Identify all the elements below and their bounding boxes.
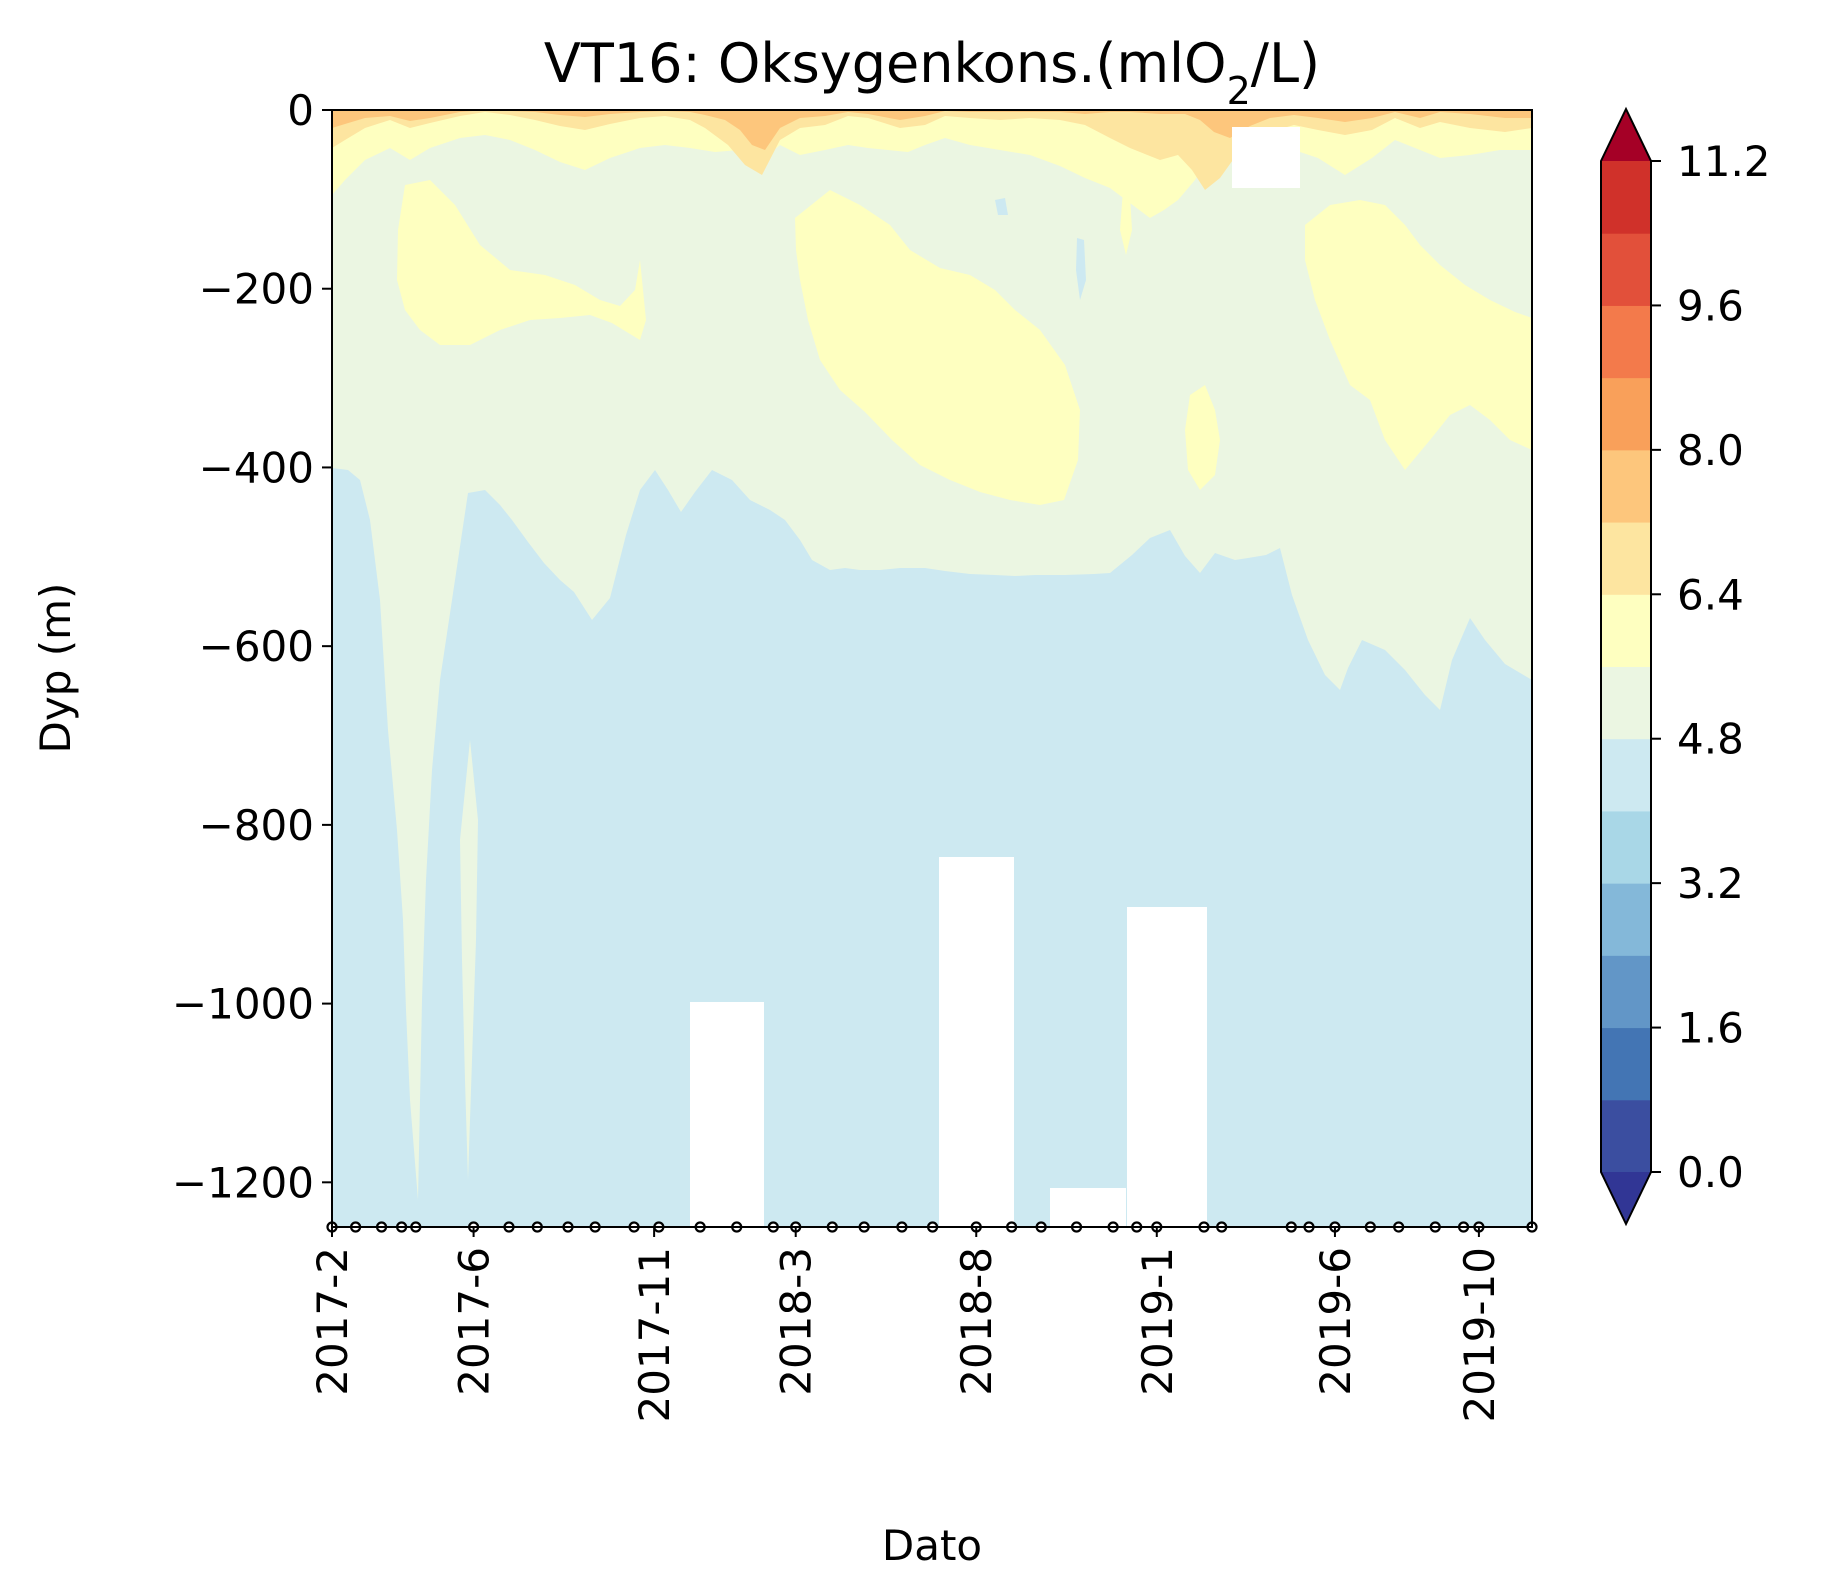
colorbar-segment (1601, 810, 1651, 884)
y-tick-label: −1000 (172, 980, 314, 1029)
y-tick-label: −800 (199, 801, 314, 850)
no-data-gap-b (939, 857, 1014, 1227)
contour-band-5.6-6.4-spot (1120, 190, 1132, 255)
colorbar-tick-label: 0.0 (1677, 1148, 1744, 1197)
contour-filament-4.8-5.6 (460, 740, 478, 1180)
x-tick-label: 2017-11 (630, 1247, 679, 1423)
y-tick-label: −200 (199, 265, 314, 314)
x-tick-label: 2017-2 (308, 1247, 357, 1396)
no-data-gap-d (1127, 907, 1207, 1227)
colorbar-segment (1601, 738, 1651, 812)
colorbar-segment (1601, 522, 1651, 595)
chart-title: VT16: Oksygenkons.(mlO2/L) (544, 32, 1320, 113)
colorbar-extend-min (1601, 1172, 1651, 1224)
contour-spot-4.0-4.8-a (1076, 238, 1086, 300)
colorbar-segment (1601, 233, 1651, 306)
plot-frame (331, 109, 1533, 1228)
y-tick-label: −1200 (172, 1158, 314, 1207)
colorbar-segment (1601, 1099, 1651, 1173)
contour-band-7.2-8.0 (332, 110, 1532, 150)
y-tick-label: −400 (199, 443, 314, 492)
colorbar-tick-label: 3.2 (1677, 859, 1744, 908)
x-tick-label: 2019-6 (1311, 1247, 1360, 1396)
y-tick-label: −600 (199, 622, 314, 671)
x-axis-label: Dato (882, 1521, 982, 1570)
contour-band-5.6-6.4-blob-a (397, 180, 646, 345)
y-tick-label: 0 (287, 86, 314, 135)
colorbar-segment (1601, 955, 1651, 1029)
no-data-gap-surface (1232, 127, 1300, 188)
x-tick-label: 2019-10 (1455, 1247, 1504, 1423)
colorbar-segment (1601, 1027, 1651, 1101)
y-axis-label: Dyp (m) (31, 583, 80, 754)
colorbar-segment (1601, 305, 1651, 379)
colorbar-segment (1601, 377, 1651, 451)
y-axis: 0 −200 −400 −600 −800 −1000 −1200 (172, 86, 332, 1207)
x-tick-label: 2018-8 (952, 1247, 1001, 1396)
contour-plot-area (332, 110, 1532, 1227)
colorbar-segment (1601, 449, 1651, 523)
colorbar: 0.0 1.6 3.2 4.8 6.4 8.0 9.6 11.2 (1600, 106, 1771, 1227)
x-axis: 2017-2 2017-6 2017-11 2018-3 2018-8 2019-1 201… (308, 1227, 1504, 1423)
x-tick-label: 2018-3 (772, 1247, 821, 1396)
contour-spot-4.0-4.8-b (995, 198, 1008, 215)
colorbar-tick-label: 1.6 (1677, 1004, 1744, 1053)
no-data-gap-a (690, 1000, 764, 1227)
contour-band-5.6-6.4-blob-c (1185, 385, 1220, 490)
colorbar-extend-max (1601, 109, 1651, 161)
contour-band-5.6-6.4-blob-b (795, 190, 1080, 505)
colorbar-segment (1601, 594, 1651, 667)
contour-band-4.8-5.6 (332, 110, 1532, 1200)
colorbar-tick-label: 6.4 (1677, 570, 1744, 619)
colorbar-tick-label: 9.6 (1677, 281, 1744, 330)
no-data-gap-c (1050, 1188, 1126, 1227)
colorbar-tick-label: 11.2 (1677, 137, 1771, 186)
colorbar-tick-label: 4.8 (1677, 715, 1744, 764)
x-tick-label: 2019-1 (1133, 1247, 1182, 1396)
colorbar-segment (1601, 883, 1651, 956)
contour-band-5.6-6.4-blob-d (1305, 200, 1532, 470)
colorbar-segment (1601, 161, 1651, 234)
colorbar-segment (1601, 666, 1651, 740)
x-tick-label: 2017-6 (450, 1247, 499, 1396)
colorbar-tick-label: 8.0 (1677, 426, 1744, 475)
